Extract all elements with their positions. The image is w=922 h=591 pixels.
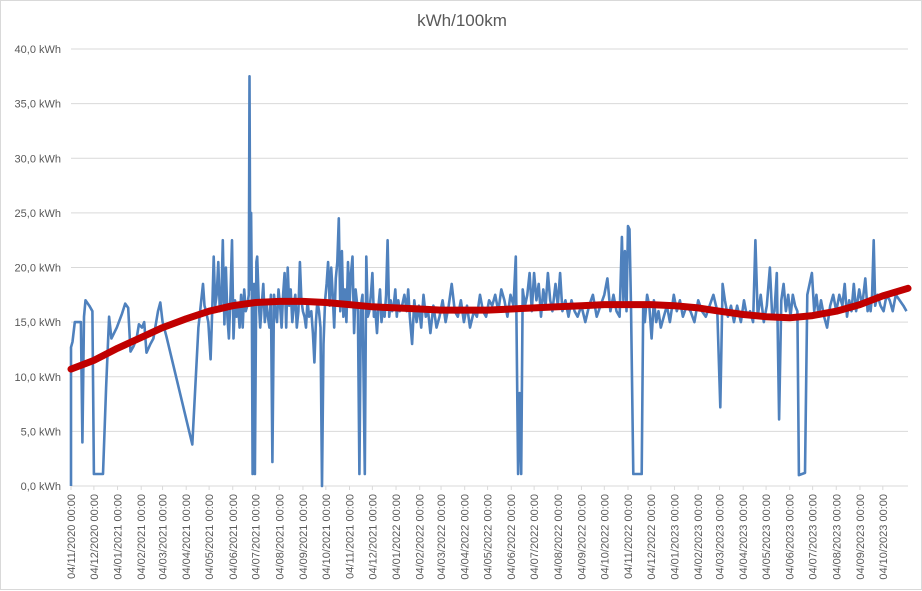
- x-tick-label: 04/04/2021 00:00: [181, 494, 193, 580]
- y-tick-label: 10,0 kWh: [15, 372, 61, 384]
- x-tick-label: 04/01/2023 00:00: [670, 494, 682, 580]
- x-tick-label: 04/06/2021 00:00: [228, 494, 240, 580]
- x-tick-label: 04/12/2021 00:00: [367, 494, 379, 580]
- y-tick-label: 20,0 kWh: [15, 263, 61, 275]
- x-tick-label: 04/10/2023 00:00: [878, 494, 890, 580]
- x-tick-label: 04/05/2022 00:00: [483, 494, 495, 580]
- series-line-kwh: [69, 75, 908, 488]
- x-tick-label: 04/02/2021 00:00: [136, 494, 148, 580]
- x-tick-label: 04/01/2021 00:00: [113, 494, 125, 580]
- x-tick-label: 04/04/2023 00:00: [738, 494, 750, 580]
- x-tick-label: 04/02/2022 00:00: [415, 494, 427, 580]
- y-tick-label: 0,0 kWh: [21, 481, 61, 493]
- x-tick-label: 04/09/2023 00:00: [855, 494, 867, 580]
- x-tick-label: 04/06/2023 00:00: [785, 494, 797, 580]
- x-axis-ticks: 04/11/2020 00:00 04/12/2020 00:00 04/01/20…: [66, 486, 890, 580]
- y-tick-label: 5,0 kWh: [21, 426, 61, 438]
- x-tick-label: 04/11/2022 00:00: [623, 494, 635, 579]
- x-tick-label: 04/05/2023 00:00: [761, 494, 773, 580]
- x-tick-label: 04/07/2023 00:00: [808, 494, 820, 580]
- x-tick-label: 04/04/2022 00:00: [460, 494, 472, 580]
- x-tick-label: 04/09/2022 00:00: [576, 494, 588, 580]
- x-tick-label: 04/08/2023 00:00: [831, 494, 843, 580]
- y-tick-label: 40,0 kWh: [15, 44, 61, 56]
- x-tick-label: 04/06/2022 00:00: [506, 494, 518, 580]
- x-tick-label: 04/01/2022 00:00: [391, 494, 403, 580]
- y-tick-label: 35,0 kWh: [15, 99, 61, 111]
- x-tick-label: 04/08/2021 00:00: [274, 494, 286, 580]
- x-tick-label: 04/09/2021 00:00: [298, 494, 310, 580]
- x-tick-label: 04/11/2020 00:00: [66, 494, 78, 579]
- x-tick-label: 04/02/2023 00:00: [693, 494, 705, 580]
- x-tick-label: 04/07/2021 00:00: [251, 494, 263, 580]
- chart-title: kWh/100km: [417, 11, 507, 30]
- x-tick-label: 04/03/2021 00:00: [158, 494, 170, 580]
- x-tick-label: 04/10/2021 00:00: [321, 494, 333, 580]
- x-tick-label: 04/11/2021 00:00: [344, 494, 356, 579]
- x-tick-label: 04/05/2021 00:00: [204, 494, 216, 580]
- x-tick-label: 04/03/2023 00:00: [715, 494, 727, 580]
- x-tick-label: 04/07/2022 00:00: [529, 494, 541, 580]
- y-tick-label: 30,0 kWh: [15, 153, 61, 165]
- series-layer: [67, 75, 912, 488]
- x-tick-label: 04/12/2022 00:00: [646, 494, 658, 580]
- gridlines: [71, 48, 908, 487]
- y-axis-ticks: 0,0 kWh 5,0 kWh 10,0 kWh 15,0 kWh 20,0 kWh 25…: [15, 44, 61, 493]
- y-tick-label: 15,0 kWh: [15, 317, 61, 329]
- x-tick-label: 04/12/2020 00:00: [89, 494, 101, 580]
- x-tick-label: 04/03/2022 00:00: [436, 494, 448, 580]
- y-tick-label: 25,0 kWh: [15, 208, 61, 220]
- trendline: [67, 284, 912, 373]
- x-tick-label: 04/10/2022 00:00: [599, 494, 611, 580]
- x-tick-label: 04/08/2022 00:00: [553, 494, 565, 580]
